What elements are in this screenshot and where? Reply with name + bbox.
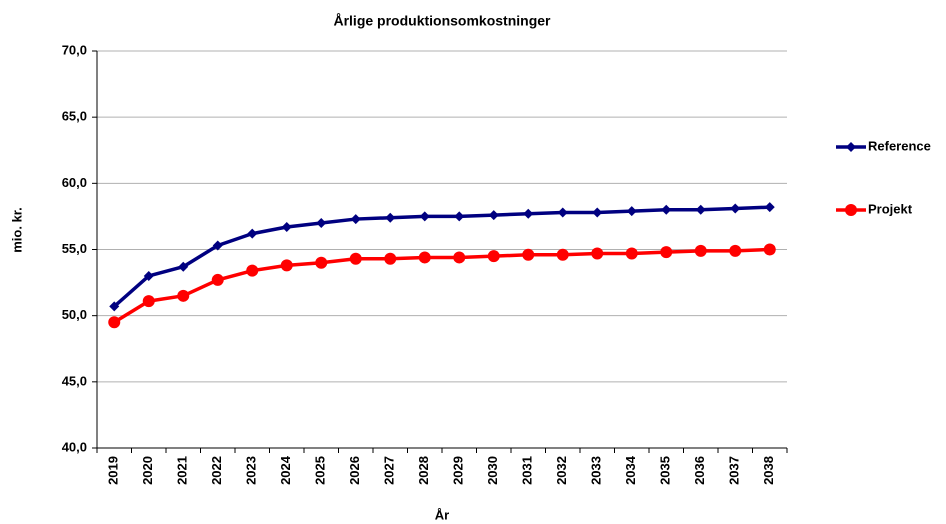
x-tick-label: 2035: [658, 456, 673, 485]
x-tick-label: 2038: [761, 456, 776, 485]
x-tick-label: 2023: [244, 456, 259, 485]
data-point: [556, 248, 569, 261]
data-point: [592, 207, 603, 218]
data-point: [315, 256, 328, 269]
data-point: [178, 261, 189, 272]
x-tick-label: 2036: [692, 456, 707, 485]
x-tick-label: 2033: [589, 456, 604, 485]
legend-marker: [845, 204, 857, 216]
data-point: [384, 252, 397, 265]
data-point: [695, 204, 706, 215]
x-tick-label: 2021: [175, 456, 190, 485]
data-point: [557, 207, 568, 218]
data-point: [522, 248, 535, 261]
data-point: [280, 259, 293, 272]
y-tick-label: 50,0: [62, 307, 87, 322]
legend-label: Reference: [868, 138, 931, 153]
data-point: [488, 210, 499, 221]
data-point: [419, 211, 430, 222]
legend-label: Projekt: [868, 201, 913, 216]
data-point: [763, 243, 776, 256]
x-tick-label: 2024: [278, 455, 293, 485]
data-point: [211, 273, 224, 286]
data-point: [418, 251, 431, 264]
y-tick-label: 70,0: [62, 42, 87, 57]
data-point: [660, 246, 673, 259]
data-point: [523, 208, 534, 219]
y-tick-label: 60,0: [62, 175, 87, 190]
data-point: [729, 244, 742, 257]
x-tick-label: 2037: [727, 456, 742, 485]
data-point: [142, 295, 155, 308]
x-tick-label: 2029: [451, 456, 466, 485]
data-point: [661, 204, 672, 215]
series-line: [113, 205, 770, 308]
y-tick-label: 45,0: [62, 373, 87, 388]
data-point: [626, 206, 637, 217]
x-tick-label: 2028: [416, 456, 431, 485]
chart-title: Årlige produktionsomkostninger: [333, 13, 551, 29]
x-tick-label: 2030: [485, 456, 500, 485]
data-point: [764, 202, 775, 213]
data-point: [730, 203, 741, 214]
x-tick-label: 2034: [623, 455, 638, 485]
data-point: [349, 252, 362, 265]
data-point: [385, 212, 396, 223]
data-point: [281, 222, 292, 233]
data-point: [591, 247, 604, 260]
data-point: [350, 214, 361, 225]
data-point: [143, 270, 154, 281]
x-tick-label: 2026: [347, 456, 362, 485]
x-axis-label: År: [435, 507, 449, 522]
y-axis-label: mio. kr.: [9, 207, 24, 253]
x-tick-label: 2025: [313, 456, 328, 485]
x-tick-label: 2022: [209, 456, 224, 485]
x-tick-label: 2019: [106, 456, 121, 485]
data-point: [694, 244, 707, 257]
series-line: [113, 247, 770, 324]
data-point: [246, 264, 259, 277]
data-point: [625, 247, 638, 260]
y-tick-label: 40,0: [62, 439, 87, 454]
data-point: [316, 218, 327, 229]
data-point: [177, 289, 190, 302]
data-point: [454, 211, 465, 222]
x-tick-label: 2031: [520, 456, 535, 485]
data-point: [247, 228, 258, 239]
x-tick-label: 2032: [554, 456, 569, 485]
x-tick-label: 2027: [382, 456, 397, 485]
x-tick-label: 2020: [140, 456, 155, 485]
data-point: [453, 251, 466, 264]
y-tick-label: 65,0: [62, 109, 87, 124]
data-point: [109, 301, 120, 312]
data-point: [212, 240, 223, 251]
y-tick-label: 55,0: [62, 241, 87, 256]
legend-marker: [846, 142, 856, 152]
data-point: [487, 250, 500, 263]
data-point: [108, 316, 121, 329]
